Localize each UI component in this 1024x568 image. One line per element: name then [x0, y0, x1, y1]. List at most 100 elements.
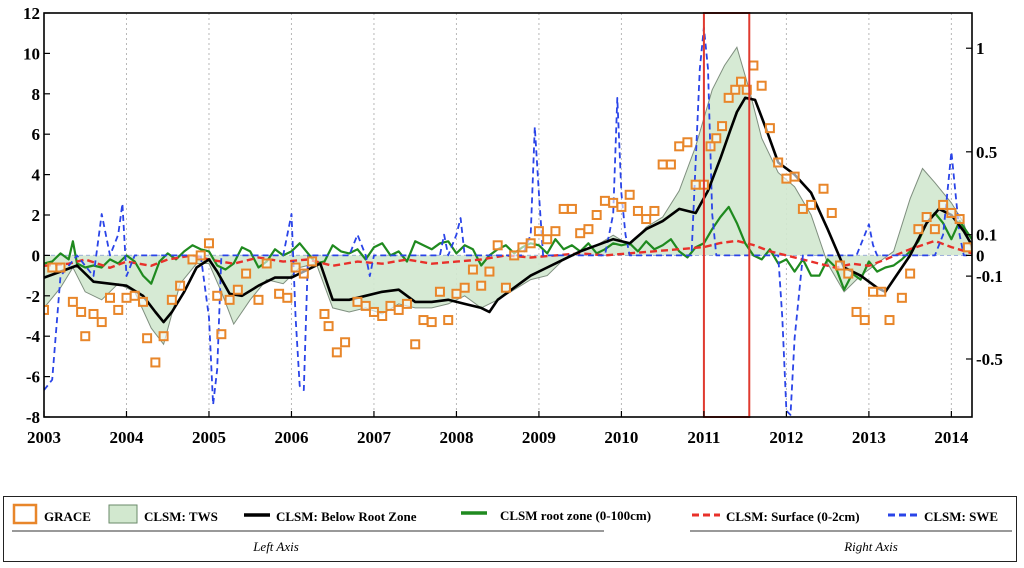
grace-point — [806, 199, 817, 210]
x-tick-label: 2014 — [934, 428, 969, 447]
grace-point — [410, 339, 421, 350]
grace-point — [583, 224, 594, 235]
grace-point — [705, 141, 716, 152]
grace-point — [542, 234, 553, 245]
y-left-tick-label: 12 — [23, 4, 40, 23]
grace-point — [129, 290, 140, 301]
y-right-tick-label: -0.5 — [976, 350, 1003, 369]
grace-point — [525, 238, 536, 249]
grace-point — [212, 290, 223, 301]
grace-point — [632, 205, 643, 216]
grace-point — [921, 212, 932, 223]
y-right-tick-label: 0.1 — [976, 226, 997, 245]
grace-point — [150, 357, 161, 368]
grace-point — [591, 210, 602, 220]
grace-point — [533, 226, 544, 237]
grace-point — [274, 288, 285, 299]
axis-layer: 2003 2004 2005 2006 2007 2008 2009 2010 2011 2012… — [23, 4, 1003, 447]
grace-point — [47, 262, 58, 273]
grace-point — [599, 195, 610, 206]
grace-point — [307, 256, 318, 267]
legend-grace-label: GRACE — [44, 509, 91, 524]
grace-point — [175, 280, 186, 291]
grace-point — [500, 282, 511, 293]
y-right-tick-label: -0.1 — [976, 267, 1003, 286]
grace-point — [876, 286, 887, 297]
x-tick-label: 2004 — [109, 428, 144, 447]
grace-point — [418, 315, 429, 326]
grace-point — [797, 203, 808, 214]
grace-point — [884, 315, 895, 326]
grace-point — [96, 317, 107, 328]
grace-point — [195, 250, 206, 261]
grace-point — [913, 224, 924, 235]
grace-point — [241, 268, 252, 279]
grace-point — [142, 333, 153, 344]
grace-point — [319, 308, 330, 319]
grace-point — [674, 141, 685, 152]
grace-point — [868, 286, 879, 297]
grace-point — [137, 296, 148, 307]
grace-point — [946, 207, 957, 218]
legend-swe-label: CLSM: SWE — [924, 509, 998, 524]
grace-point — [476, 280, 487, 291]
grace-point — [282, 292, 293, 303]
grace-point — [352, 296, 363, 307]
grace-point — [741, 84, 752, 95]
y-left-tick-label: 10 — [23, 44, 40, 63]
grace-point — [711, 133, 722, 144]
grace-point — [55, 262, 66, 273]
grace-point — [298, 268, 309, 279]
grace-point — [905, 268, 916, 279]
left-axis-note: Left Axis — [252, 539, 299, 554]
x-tick-label: 2009 — [522, 428, 556, 447]
grace-point — [641, 214, 652, 225]
grace-point — [203, 238, 214, 249]
y-right-tick-label: 0 — [976, 246, 985, 265]
legend-tws-label: CLSM: TWS — [144, 509, 218, 524]
grace-point — [929, 224, 940, 235]
grace-point — [723, 92, 734, 103]
grace-point — [896, 292, 907, 303]
grace-point — [954, 214, 965, 225]
grace-point — [187, 254, 198, 265]
grace-point — [566, 203, 577, 214]
grace-point — [575, 228, 586, 239]
y-left-tick-label: 6 — [32, 125, 41, 144]
y-left-tick-label: -6 — [26, 368, 40, 387]
grace-point — [682, 137, 693, 148]
grace-point — [616, 201, 627, 212]
grace-point — [451, 288, 462, 299]
grace-point — [290, 262, 301, 273]
grace-point — [253, 294, 264, 305]
y-left-tick-label: 0 — [32, 246, 41, 265]
legend-surface-label: CLSM: Surface (0-2cm) — [726, 509, 860, 524]
grace-point — [764, 123, 775, 134]
grace-point — [773, 157, 784, 168]
grace-point — [550, 226, 561, 237]
grace-point — [331, 347, 342, 358]
grace-point — [261, 258, 272, 269]
grace-point — [88, 308, 99, 319]
y-left-tick-label: -8 — [26, 408, 40, 427]
grace-point — [818, 183, 829, 194]
grace-point — [835, 260, 846, 271]
legend-below-root-label: CLSM: Below Root Zone — [276, 509, 417, 524]
series-swe — [44, 26, 972, 416]
y-left-tick-label: 4 — [32, 166, 41, 185]
grace-point — [368, 306, 379, 317]
grace-point — [385, 300, 396, 311]
grace-point — [509, 250, 520, 261]
grace-point — [649, 205, 660, 216]
legend-tws-marker — [108, 504, 138, 524]
grace-point — [113, 304, 124, 315]
grace-point — [484, 266, 495, 277]
y-left-tick-label: -4 — [26, 327, 41, 346]
x-tick-label: 2008 — [439, 428, 473, 447]
grace-point — [730, 84, 741, 95]
legend-canvas: GRACE CLSM: TWS CLSM: Below Root Zone CL… — [12, 503, 1012, 554]
y-left-tick-label: 8 — [32, 85, 41, 104]
grace-point — [443, 315, 454, 326]
grace-point — [558, 203, 569, 214]
